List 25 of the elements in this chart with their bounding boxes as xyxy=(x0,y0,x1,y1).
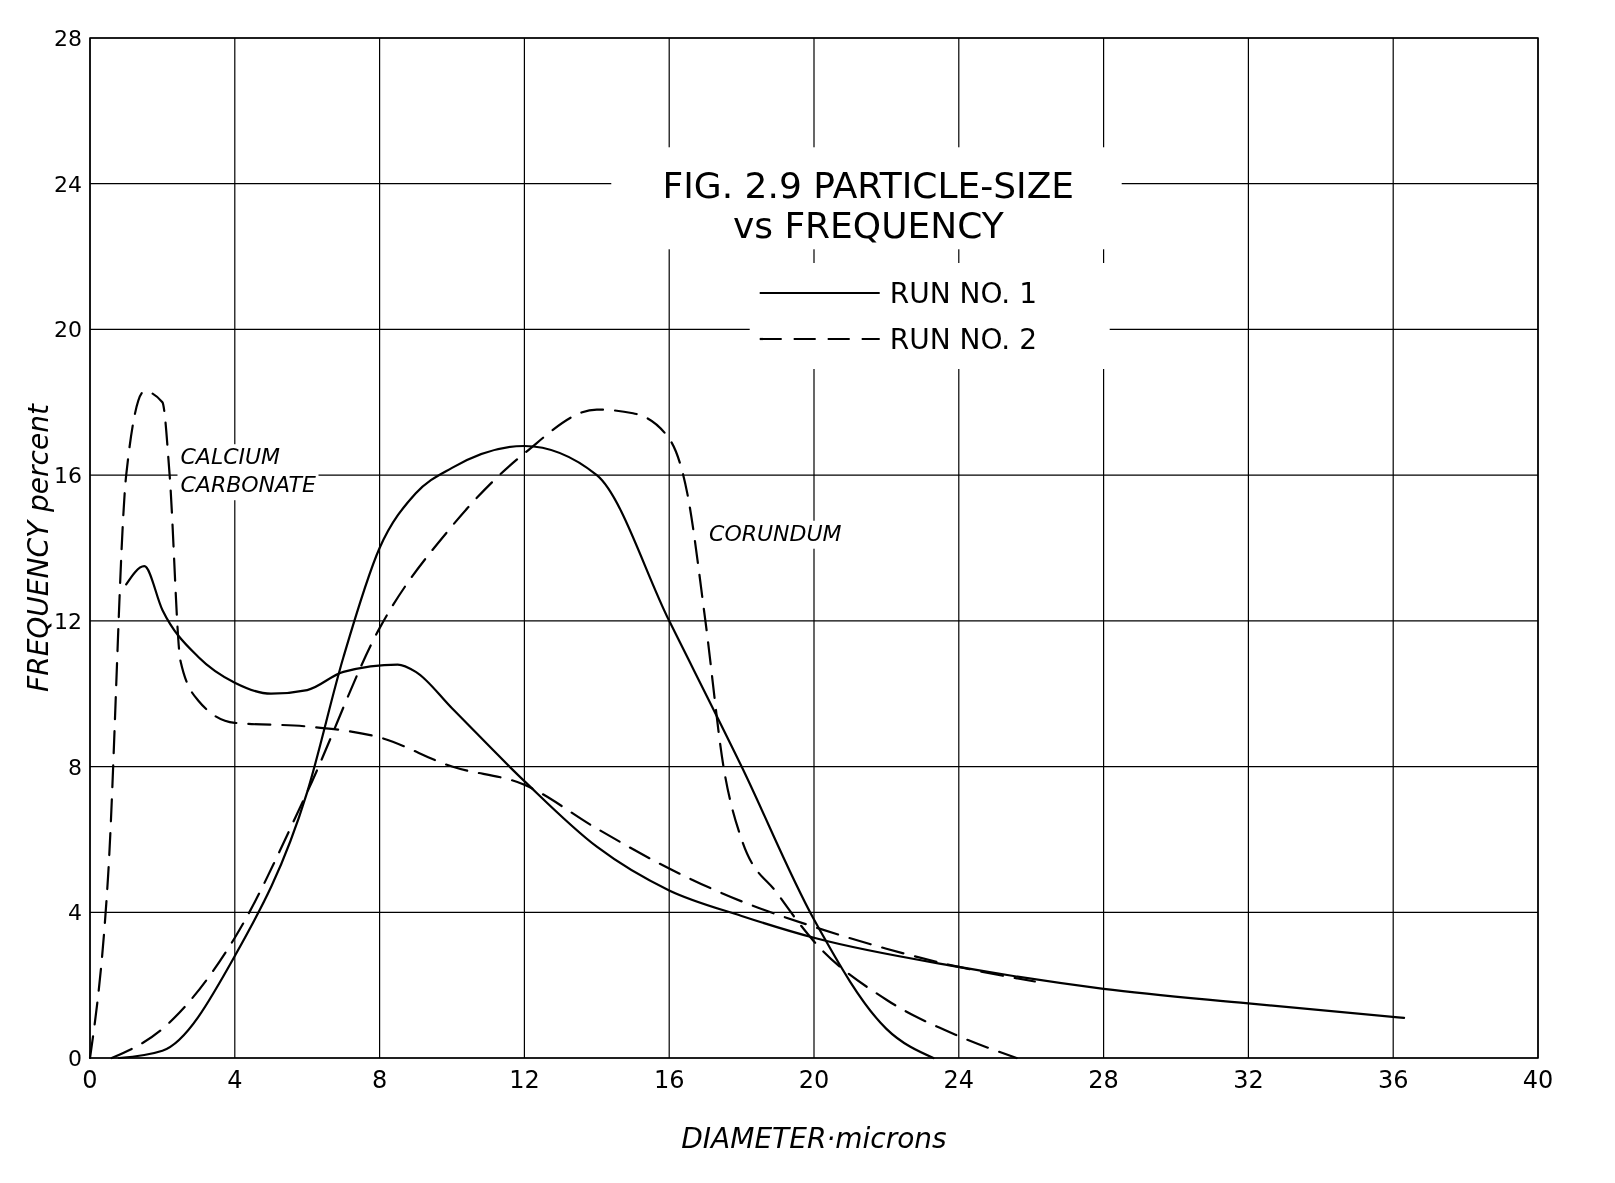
x-tick-label: 32 xyxy=(1233,1066,1264,1094)
y-tick-label: 20 xyxy=(54,317,82,343)
y-tick-label: 28 xyxy=(54,26,82,51)
x-axis-title: DIAMETER·microns xyxy=(681,1122,947,1155)
y-tick-label: 16 xyxy=(54,463,82,489)
y-tick-label: 24 xyxy=(54,171,82,197)
x-tick-label: 28 xyxy=(1088,1066,1119,1094)
annotation: CALCIUM CARBONATE xyxy=(180,444,316,498)
text: FIG. 2.9 PARTICLE-SIZE vs FREQUENCY xyxy=(662,165,1075,247)
annotation: CORUNDUM xyxy=(709,520,842,546)
legend-label: RUN NO. 1 xyxy=(889,277,1037,310)
x-tick-label: 20 xyxy=(798,1066,830,1094)
y-tick-label: 12 xyxy=(54,608,82,634)
y-tick-label: 4 xyxy=(68,900,82,926)
x-tick-label: 36 xyxy=(1377,1066,1409,1094)
x-tick-label: 12 xyxy=(509,1066,540,1094)
y-tick-label: 8 xyxy=(68,754,82,780)
x-tick-label: 24 xyxy=(943,1066,975,1094)
x-tick-label: 40 xyxy=(1522,1066,1554,1094)
x-tick-label: 8 xyxy=(371,1066,388,1094)
y-axis-title: FREQUENCY percent xyxy=(22,403,55,692)
legend-label: RUN NO. 2 xyxy=(889,323,1037,356)
x-tick-label: 4 xyxy=(227,1066,243,1094)
x-tick-label: 16 xyxy=(653,1066,685,1094)
y-tick-label: 0 xyxy=(68,1046,82,1071)
